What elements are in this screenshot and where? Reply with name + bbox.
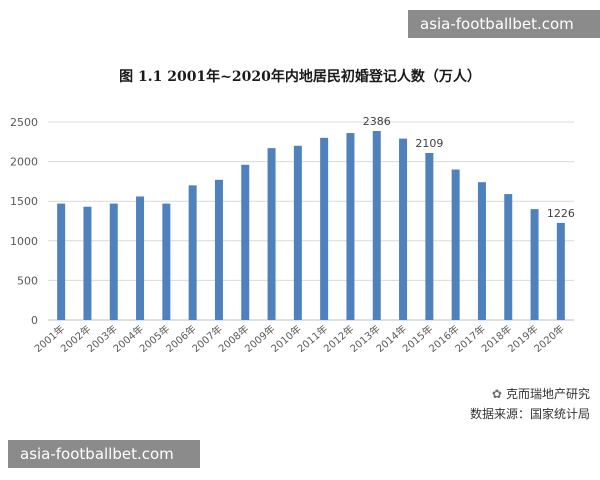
bar (162, 203, 171, 320)
x-tick-label: 2020年 (531, 322, 567, 355)
data-labels: 2386 2109 1226 (363, 115, 575, 220)
watermark-bottom: asia-footballbet.com (8, 440, 200, 468)
brand-row: ✿ 克而瑞地产研究 (430, 385, 590, 402)
grid-lines (48, 121, 574, 321)
bar (346, 133, 355, 320)
x-axis-ticks: 2001年2002年2003年2004年2005年2006年2007年2008年… (32, 322, 567, 355)
bar (57, 203, 66, 320)
bar (320, 137, 329, 320)
y-tick-label: 1000 (10, 235, 38, 248)
bar (530, 209, 539, 320)
y-axis-ticks: 0 500 1000 1500 2000 2500 (10, 116, 38, 327)
source-box: ✿ 克而瑞地产研究 数据来源：国家统计局 (430, 385, 590, 422)
y-tick-label: 1500 (10, 195, 38, 208)
y-tick-label: 500 (17, 274, 38, 287)
data-source: 数据来源：国家统计局 (469, 407, 590, 421)
data-label: 2109 (415, 137, 443, 150)
bar (556, 222, 565, 320)
bar (425, 152, 434, 320)
data-label: 2386 (363, 115, 391, 128)
bars (57, 131, 565, 320)
data-label: 1226 (547, 207, 575, 220)
bar (267, 148, 276, 320)
bar (477, 182, 486, 320)
y-tick-label: 0 (31, 314, 38, 327)
bar (109, 203, 118, 320)
y-tick-label: 2000 (10, 156, 38, 169)
bar (372, 131, 381, 320)
bar (241, 164, 250, 320)
bar (83, 206, 92, 320)
brand-name: 克而瑞地产研究 (505, 387, 590, 401)
bar (451, 169, 460, 320)
y-tick-label: 2500 (10, 116, 38, 129)
wechat-icon: ✿ (491, 386, 502, 401)
bar (399, 138, 408, 320)
bar (293, 145, 302, 320)
bar (188, 185, 197, 320)
bar (214, 179, 223, 320)
bar (504, 194, 513, 320)
chart-title: 图 1.1 2001年~2020年内地居民初婚登记人数（万人） (119, 69, 481, 85)
bar (136, 196, 145, 320)
watermark-top: asia-footballbet.com (408, 10, 600, 38)
